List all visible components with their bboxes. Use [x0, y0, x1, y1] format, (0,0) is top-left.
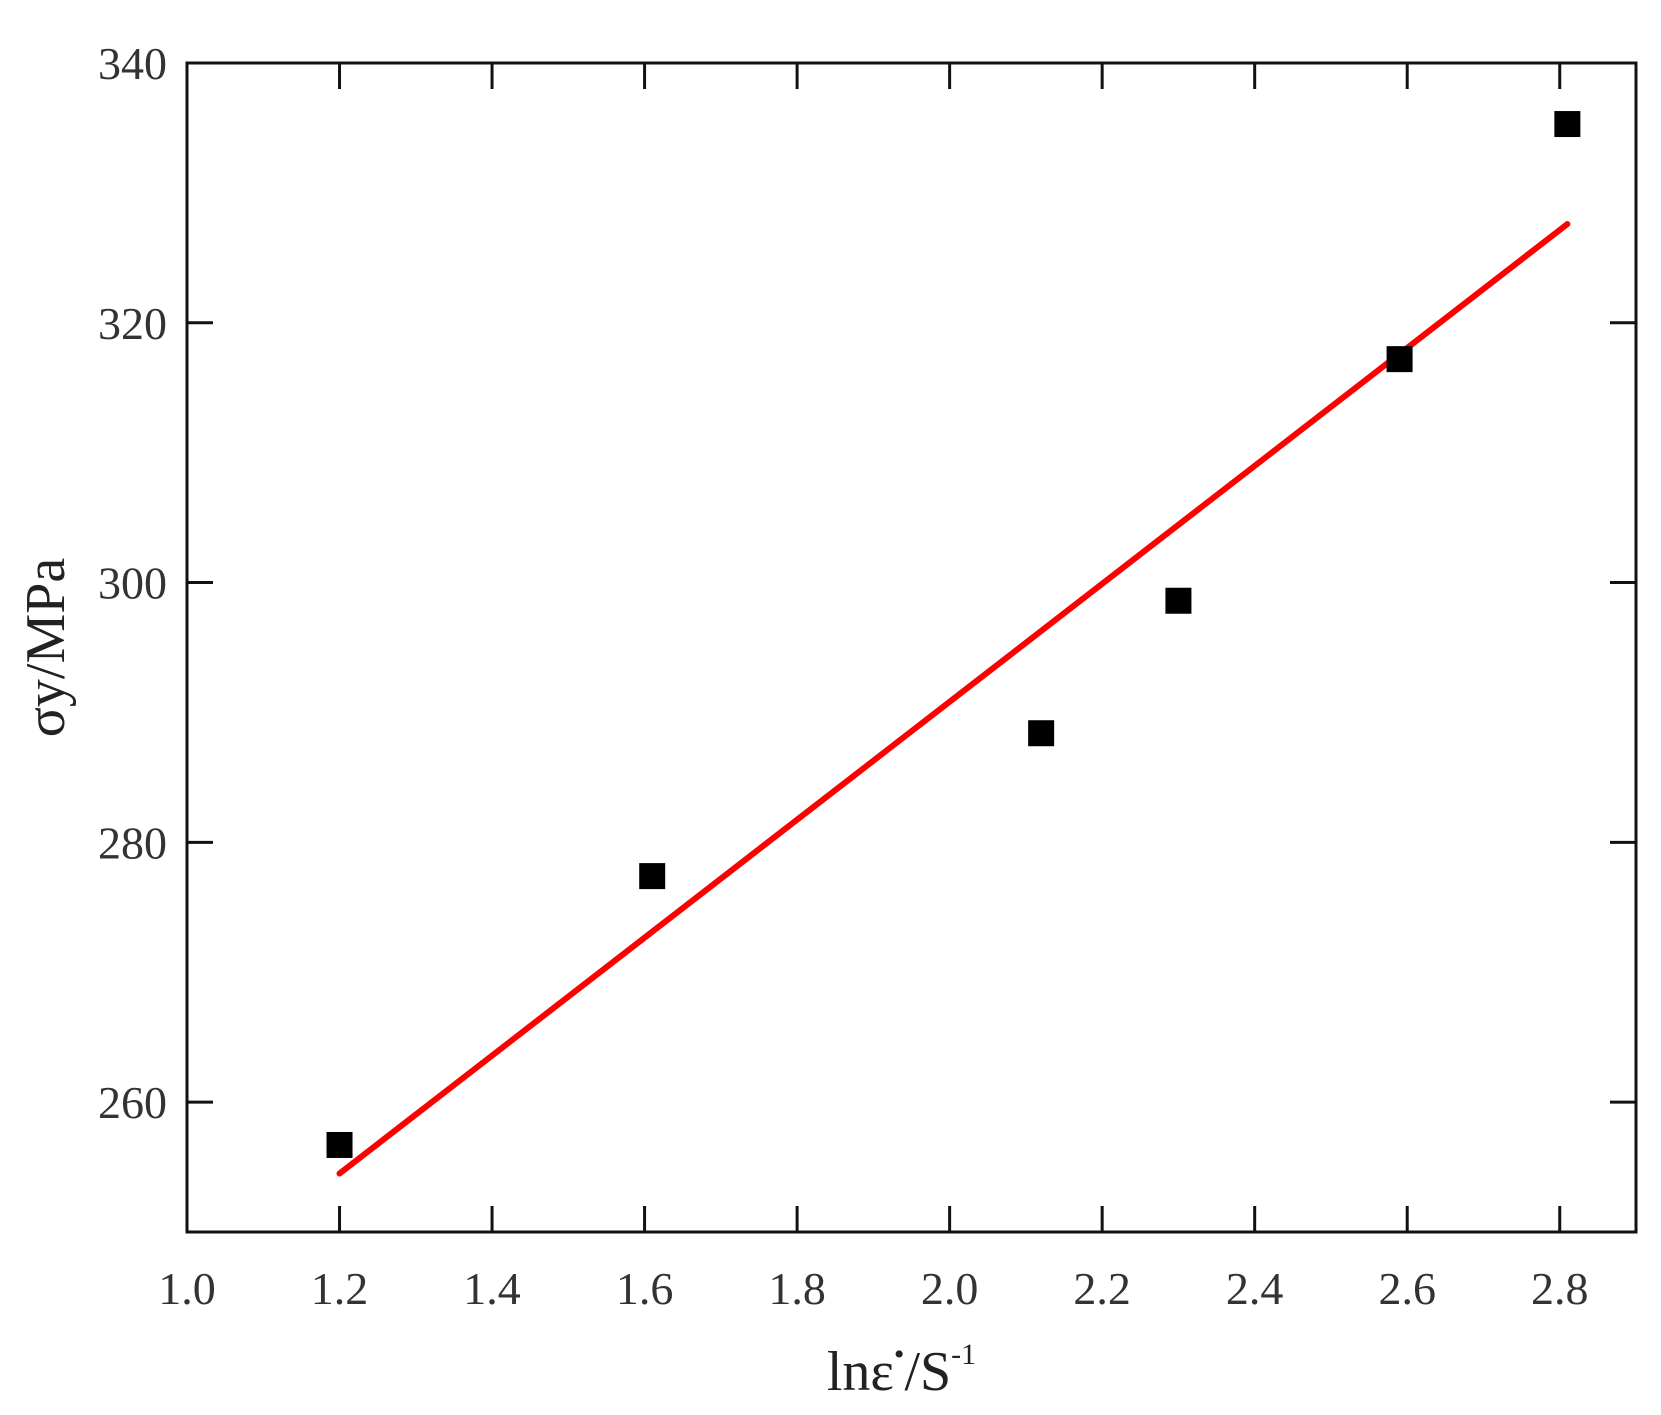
data-point	[1028, 720, 1055, 747]
x-axis-label-superscript-1: •	[894, 1338, 905, 1371]
axis-tick-labels: 1.0 1.2 1.4 1.6 1.8 2.0 2.2 2.4 2.6 2.8 260 280 300 3…	[98, 38, 1588, 1314]
y-tick-label: 300	[98, 558, 167, 609]
x-axis-label-superscript-2: -1	[951, 1338, 976, 1371]
fit-line-group	[336, 221, 1571, 1177]
x-axis-label-main: lnε	[827, 1341, 894, 1403]
x-tick-label: 1.4	[463, 1263, 521, 1314]
plot-frame	[185, 61, 1638, 1234]
x-tick-label: 2.0	[921, 1263, 979, 1314]
fit-line	[336, 221, 1571, 1177]
x-tick-label: 2.4	[1226, 1263, 1284, 1314]
y-tick-label: 280	[98, 817, 167, 868]
x-tick-label: 1.8	[768, 1263, 826, 1314]
data-point	[1165, 587, 1192, 614]
x-tick-label: 2.6	[1378, 1263, 1436, 1314]
y-tick-label: 320	[98, 298, 167, 349]
data-point	[1386, 346, 1413, 373]
x-tick-label: 1.6	[616, 1263, 674, 1314]
x-tick-label: 1.0	[158, 1263, 216, 1314]
x-axis-label-middle: /S	[904, 1341, 951, 1403]
x-tick-label: 2.2	[1073, 1263, 1131, 1314]
y-axis-label: σy/MPa	[15, 558, 77, 738]
data-point	[639, 863, 666, 890]
scatter-points	[326, 111, 1581, 1158]
data-point	[326, 1131, 353, 1158]
y-tick-label: 340	[98, 38, 167, 89]
x-tick-label: 2.8	[1531, 1263, 1589, 1314]
y-tick-label: 260	[98, 1077, 167, 1128]
data-point	[1554, 111, 1581, 138]
x-tick-label: 1.2	[311, 1263, 369, 1314]
x-axis-label: lnε•/S-1	[827, 1338, 976, 1403]
